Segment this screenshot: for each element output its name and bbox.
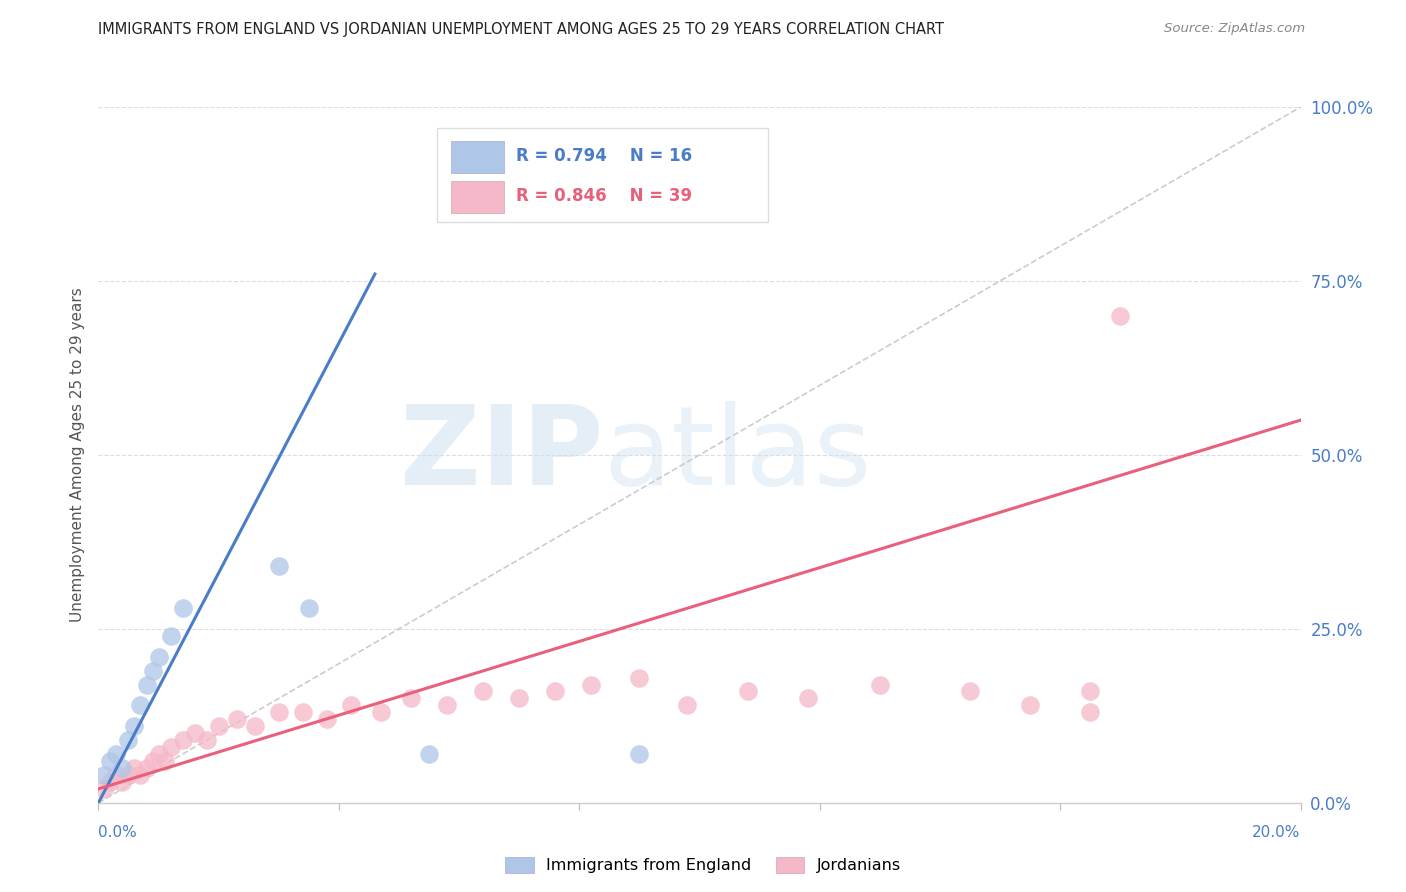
Point xyxy=(225,712,247,726)
Point xyxy=(153,754,176,768)
Point xyxy=(129,768,152,782)
Point xyxy=(124,761,146,775)
Point xyxy=(105,747,128,761)
Point xyxy=(111,761,134,775)
Point xyxy=(208,719,231,733)
Point xyxy=(93,781,115,796)
Point xyxy=(148,649,170,664)
Point xyxy=(508,691,530,706)
FancyBboxPatch shape xyxy=(451,181,503,213)
Point xyxy=(869,677,891,691)
Point xyxy=(243,719,266,733)
Point xyxy=(796,691,818,706)
Point xyxy=(1078,684,1101,698)
Y-axis label: Unemployment Among Ages 25 to 29 years: Unemployment Among Ages 25 to 29 years xyxy=(69,287,84,623)
Point xyxy=(267,559,290,574)
Point xyxy=(399,691,422,706)
Point xyxy=(298,601,321,615)
Legend: Immigrants from England, Jordanians: Immigrants from England, Jordanians xyxy=(498,850,908,880)
Text: atlas: atlas xyxy=(603,401,872,508)
Point xyxy=(111,775,134,789)
Point xyxy=(124,719,146,733)
Point xyxy=(1078,706,1101,720)
Point xyxy=(129,698,152,713)
Point xyxy=(172,601,194,615)
Point xyxy=(628,671,651,685)
Text: 0.0%: 0.0% xyxy=(98,825,138,840)
Point xyxy=(135,761,157,775)
Point xyxy=(105,768,128,782)
Point xyxy=(436,698,458,713)
Point xyxy=(100,775,122,789)
Text: R = 0.846    N = 39: R = 0.846 N = 39 xyxy=(516,187,692,205)
Point xyxy=(141,754,163,768)
Text: IMMIGRANTS FROM ENGLAND VS JORDANIAN UNEMPLOYMENT AMONG AGES 25 TO 29 YEARS CORR: IMMIGRANTS FROM ENGLAND VS JORDANIAN UNE… xyxy=(98,22,945,37)
Point xyxy=(291,706,314,720)
Point xyxy=(100,754,122,768)
Point xyxy=(1109,309,1132,323)
Point xyxy=(418,747,440,761)
Point xyxy=(195,733,218,747)
Point xyxy=(148,747,170,761)
Point xyxy=(544,684,567,698)
Text: ZIP: ZIP xyxy=(399,401,603,508)
Text: Source: ZipAtlas.com: Source: ZipAtlas.com xyxy=(1164,22,1305,36)
Point xyxy=(183,726,205,740)
Point xyxy=(472,684,495,698)
Text: R = 0.794    N = 16: R = 0.794 N = 16 xyxy=(516,147,692,165)
Point xyxy=(628,747,651,761)
Point xyxy=(135,677,157,691)
Point xyxy=(959,684,981,698)
Point xyxy=(315,712,337,726)
Point xyxy=(117,733,139,747)
Point xyxy=(581,677,603,691)
Point xyxy=(676,698,699,713)
Point xyxy=(370,706,392,720)
FancyBboxPatch shape xyxy=(437,128,768,222)
Point xyxy=(737,684,759,698)
Point xyxy=(117,768,139,782)
FancyBboxPatch shape xyxy=(451,141,503,173)
Point xyxy=(93,768,115,782)
Point xyxy=(267,706,290,720)
Point xyxy=(159,629,181,643)
Point xyxy=(1019,698,1042,713)
Point xyxy=(340,698,363,713)
Text: 20.0%: 20.0% xyxy=(1253,825,1301,840)
Point xyxy=(172,733,194,747)
Point xyxy=(141,664,163,678)
Point xyxy=(159,740,181,755)
